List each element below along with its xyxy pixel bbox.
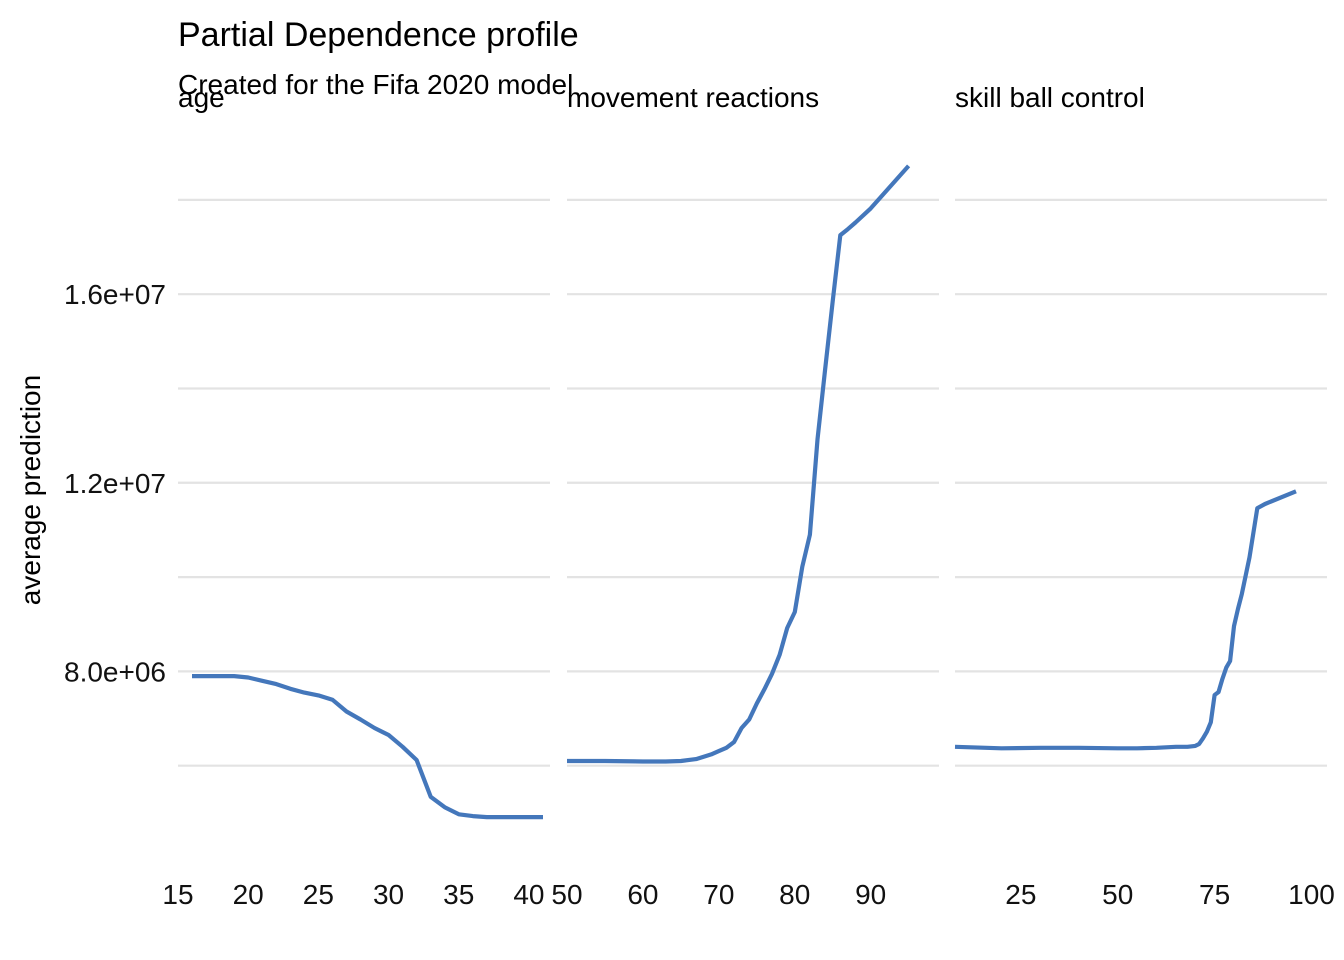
series-line-movement-reactions bbox=[567, 164, 911, 764]
facet-panels: age 15 20 25 30 35 40 movement reactions 50 60 70 8… bbox=[162, 82, 1334, 910]
panel-movement-reactions: movement reactions 50 60 70 80 90 bbox=[551, 82, 939, 910]
panel-age: age 15 20 25 30 35 40 bbox=[162, 82, 550, 910]
y-axis-ticks: 8.0e+06 1.2e+07 1.6e+07 bbox=[64, 279, 166, 687]
chart-title: Partial Dependence profile bbox=[178, 16, 579, 54]
x-tick-label: 30 bbox=[373, 879, 404, 910]
facet-label: movement reactions bbox=[567, 82, 819, 113]
chart-subtitle: Created for the Fifa 2020 model bbox=[178, 69, 573, 100]
x-tick-label: 15 bbox=[162, 879, 193, 910]
series-line-age bbox=[192, 673, 543, 820]
x-tick-label: 25 bbox=[1005, 879, 1036, 910]
y-tick-label: 1.2e+07 bbox=[64, 468, 166, 499]
facet-label: skill ball control bbox=[955, 82, 1145, 113]
x-tick-label: 80 bbox=[779, 879, 810, 910]
y-tick-label: 8.0e+06 bbox=[64, 656, 166, 687]
series-line-skill-ball-control bbox=[954, 489, 1297, 751]
x-tick-label: 35 bbox=[443, 879, 474, 910]
x-tick-label: 20 bbox=[233, 879, 264, 910]
x-tick-label: 40 bbox=[513, 879, 544, 910]
x-tick-label: 50 bbox=[551, 879, 582, 910]
panel-skill-ball-control: skill ball control 25 50 75 100 bbox=[954, 82, 1335, 910]
x-tick-label: 60 bbox=[627, 879, 658, 910]
x-tick-label: 70 bbox=[703, 879, 734, 910]
x-tick-label: 25 bbox=[303, 879, 334, 910]
x-tick-label: 90 bbox=[855, 879, 886, 910]
y-tick-label: 1.6e+07 bbox=[64, 279, 166, 310]
y-axis-label: average prediction bbox=[15, 375, 46, 605]
x-tick-label: 75 bbox=[1199, 879, 1230, 910]
x-tick-label: 100 bbox=[1288, 879, 1335, 910]
facet-label: age bbox=[178, 82, 225, 113]
x-tick-label: 50 bbox=[1102, 879, 1133, 910]
